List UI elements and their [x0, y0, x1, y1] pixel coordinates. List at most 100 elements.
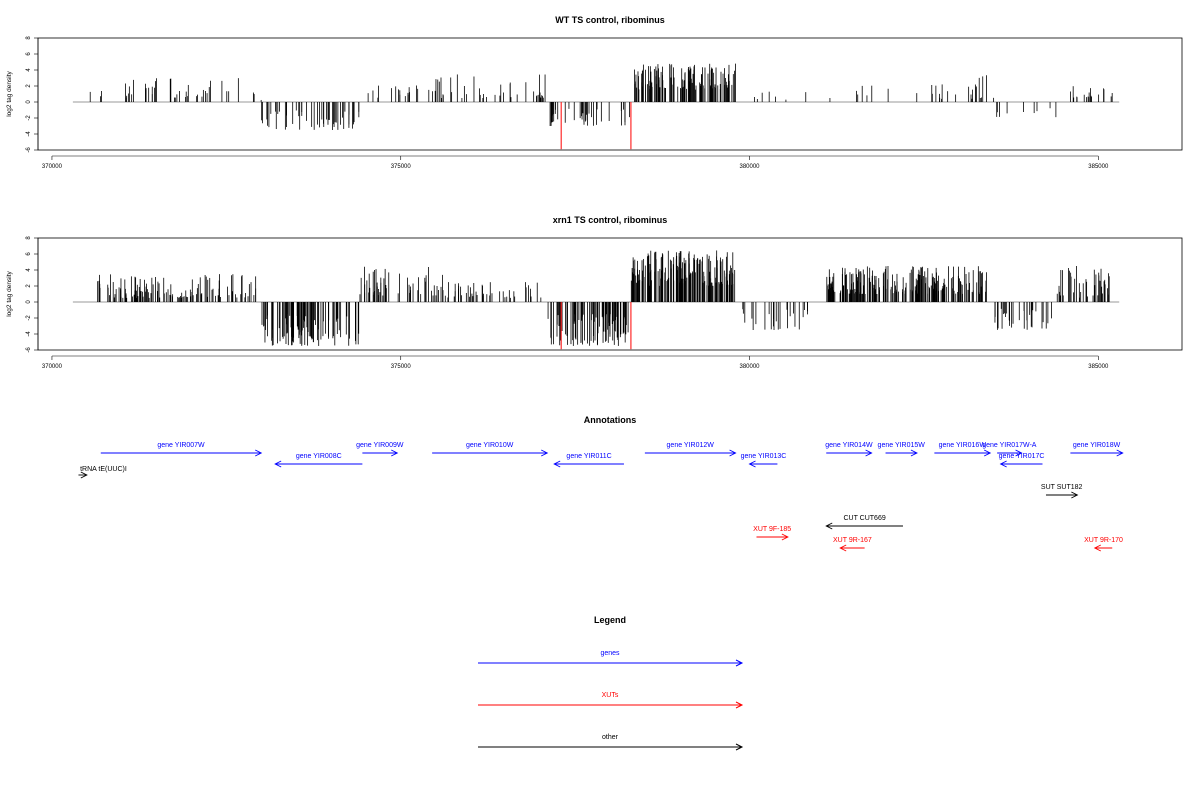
- track-wt-panel: WT TS control, ribominus log2 tag densit…: [6, 15, 1183, 170]
- x-tick-label: 375000: [391, 364, 412, 370]
- track-xrn1-panel: xrn1 TS control, ribominus log2 tag dens…: [6, 215, 1183, 370]
- annotation-features: gene YIR007W gene YIR008C gene YIR009W gene…: [78, 442, 1124, 552]
- x-tick-label: 370000: [42, 364, 63, 370]
- annotation-feature: gene YIR008C: [274, 453, 363, 468]
- annotation-feature: CUT CUT669: [825, 515, 903, 530]
- annotation-feature: gene YIR016W: [934, 442, 992, 457]
- feature-label: gene YIR013C: [741, 453, 787, 460]
- feature-arrowhead: [910, 449, 918, 457]
- annotation-feature: gene YIR015W: [878, 442, 926, 457]
- feature-arrowhead: [255, 449, 263, 457]
- x-tick-label: 380000: [739, 364, 760, 370]
- feature-label: gene YIR015W: [878, 442, 926, 449]
- feature-label: CUT CUT669: [843, 515, 885, 522]
- feature-arrowhead: [1093, 544, 1102, 552]
- annotation-feature: XUT 9R-170: [1084, 537, 1123, 552]
- y-tick-label: 0: [26, 300, 32, 304]
- annotation-feature: gene YIR012W: [644, 442, 737, 457]
- y-tick-label: 0: [26, 100, 32, 104]
- y-tick-label: -4: [26, 131, 32, 137]
- y-tick-label: -6: [26, 147, 32, 153]
- legend-items: genes XUTs other: [478, 650, 744, 751]
- y-tick-label: 2: [26, 284, 32, 288]
- legend-item-xuts: XUTs: [478, 692, 744, 709]
- feature-label: gene YIR012W: [667, 442, 715, 449]
- y-tick-label: 8: [26, 236, 32, 240]
- feature-label: gene YIR018W: [1073, 442, 1121, 449]
- legend-arrowhead: [735, 659, 744, 667]
- feature-label: gene YIR008C: [296, 453, 342, 460]
- x-tick-label: 385000: [1088, 164, 1109, 170]
- y-tick-label: 8: [26, 36, 32, 40]
- annotation-feature: gene YIR018W: [1070, 442, 1124, 457]
- feature-arrowhead: [553, 460, 561, 468]
- annotation-feature: gene YIR009W: [356, 442, 404, 457]
- annotation-feature: gene YIR014W: [825, 442, 873, 457]
- y-tick-label: -4: [26, 331, 32, 337]
- legend-item-genes: genes: [478, 650, 744, 667]
- track-wt-title: WT TS control, ribominus: [555, 15, 665, 25]
- y-tick-label: 6: [26, 252, 32, 256]
- legend-label: XUTs: [602, 692, 619, 699]
- feature-label: gene YIR017C: [999, 453, 1045, 460]
- annotation-feature: XUT 9F-185: [753, 526, 791, 541]
- y-tick-label: 4: [26, 268, 32, 272]
- feature-arrowhead: [80, 471, 88, 479]
- feature-arrowhead: [839, 544, 847, 552]
- track-wt-ylabel: log2 tag density: [6, 70, 13, 116]
- y-tick-label: 6: [26, 52, 32, 56]
- feature-arrowhead: [1116, 449, 1124, 457]
- annotations-title: Annotations: [584, 415, 637, 425]
- feature-arrowhead: [999, 460, 1007, 468]
- annotation-feature: SUT SUT182: [1041, 484, 1083, 499]
- legend-label: other: [602, 734, 619, 741]
- feature-arrowhead: [748, 460, 756, 468]
- track-xrn1-title: xrn1 TS control, ribominus: [553, 215, 668, 225]
- feature-arrowhead: [1071, 491, 1079, 499]
- annotation-feature: gene YIR017C: [999, 453, 1045, 468]
- x-tick-label: 370000: [42, 164, 63, 170]
- y-tick-label: 2: [26, 84, 32, 88]
- feature-label: SUT SUT182: [1041, 484, 1083, 491]
- feature-arrowhead: [781, 533, 789, 541]
- x-tick-label: 385000: [1088, 364, 1109, 370]
- feature-label: tRNA tE(UUC)I: [80, 466, 127, 473]
- feature-label: gene YIR017W-A: [982, 442, 1037, 449]
- feature-label: gene YIR014W: [825, 442, 873, 449]
- annotation-feature: XUT 9R-167: [833, 537, 872, 552]
- legend-item-other: other: [478, 734, 744, 751]
- annotation-feature: gene YIR011C: [553, 453, 624, 468]
- track-xrn1-ylabel: log2 tag density: [6, 270, 13, 316]
- x-tick-label: 380000: [739, 164, 760, 170]
- legend-label: genes: [600, 650, 620, 657]
- feature-label: gene YIR016W: [939, 442, 987, 449]
- legend-panel: Legend genes XUTs other: [478, 615, 744, 751]
- feature-label: XUT 9R-170: [1084, 537, 1123, 544]
- legend-arrowhead: [735, 743, 744, 751]
- track-xrn1-plot: -6 -4 -2 0 2 4 6 8 370000 375000 380000 385000: [26, 236, 1183, 370]
- feature-arrowhead: [983, 449, 992, 457]
- annotation-feature: gene YIR010W: [432, 442, 549, 457]
- feature-arrowhead: [865, 449, 873, 457]
- x-tick-label: 375000: [391, 164, 412, 170]
- feature-label: gene YIR007W: [157, 442, 205, 449]
- feature-arrowhead: [274, 460, 282, 468]
- feature-arrowhead: [541, 449, 549, 457]
- y-tick-label: -2: [26, 315, 32, 321]
- feature-arrowhead: [1015, 449, 1023, 457]
- y-tick-label: -6: [26, 347, 32, 353]
- legend-arrowhead: [735, 701, 744, 709]
- track-wt-plot: -6 -4 -2 0 2 4 6 8 370000 375000 380000 385000: [26, 36, 1183, 170]
- annotation-feature: gene YIR017W-A: [982, 442, 1037, 457]
- feature-arrowhead: [391, 449, 399, 457]
- feature-label: gene YIR011C: [566, 453, 611, 460]
- y-tick-label: -2: [26, 115, 32, 121]
- feature-arrowhead: [825, 522, 833, 530]
- feature-label: XUT 9F-185: [753, 526, 791, 533]
- y-tick-label: 4: [26, 68, 32, 72]
- annotation-feature: gene YIR007W: [100, 442, 263, 457]
- annotation-feature: gene YIR013C: [741, 453, 787, 468]
- legend-title: Legend: [594, 615, 626, 625]
